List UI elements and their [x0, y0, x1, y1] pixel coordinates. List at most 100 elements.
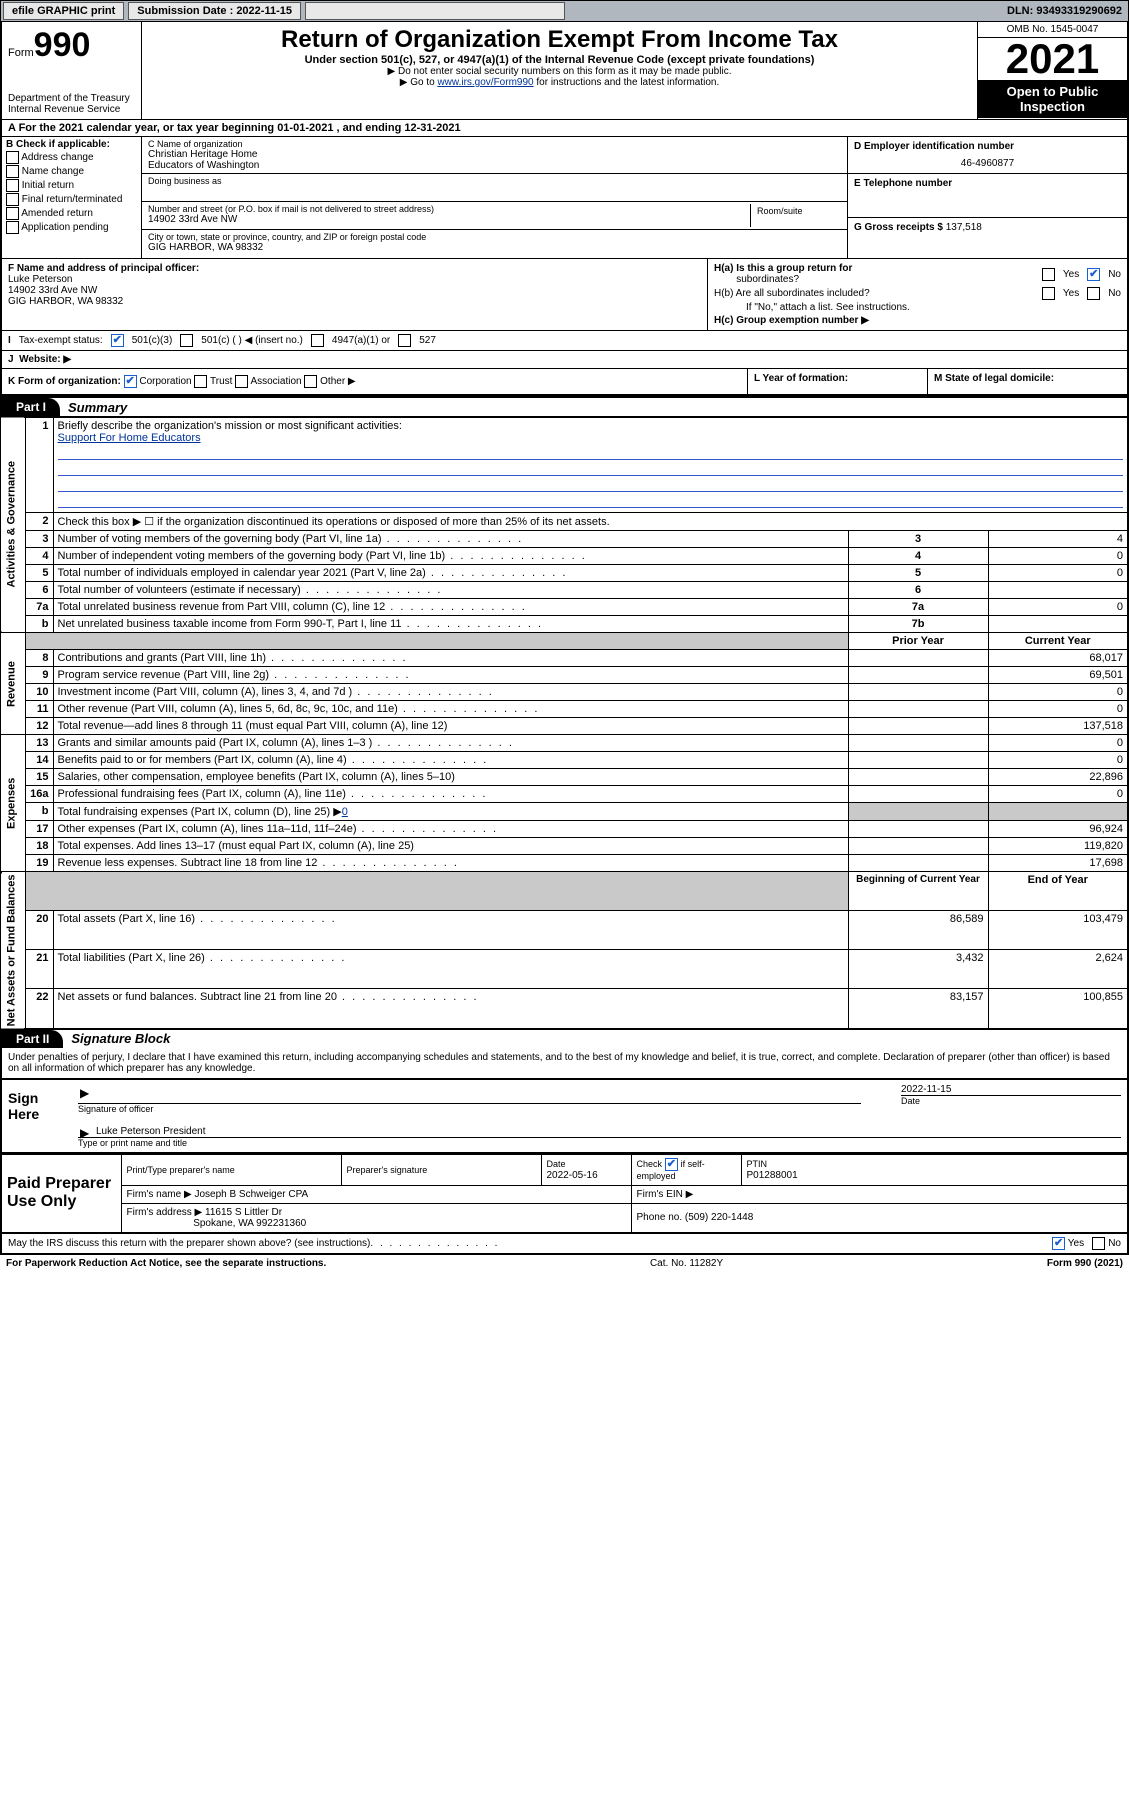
- chk-amended-return[interactable]: Amended return: [6, 207, 137, 220]
- dba-cell: Doing business as: [142, 174, 847, 202]
- form-prefix: Form: [8, 47, 34, 59]
- chk-initial-return[interactable]: Initial return: [6, 179, 137, 192]
- line-num-22: 22: [25, 989, 53, 1029]
- chk-4947a1[interactable]: [311, 334, 324, 347]
- line-num-17: 17: [25, 821, 53, 838]
- line5-ref: 5: [848, 565, 988, 582]
- officer-signature-field[interactable]: [78, 1084, 861, 1104]
- hb-yes-checkbox[interactable]: [1042, 287, 1055, 300]
- efile-print-button[interactable]: efile GRAPHIC print: [3, 2, 124, 20]
- firm-phone-label: Phone no.: [637, 1212, 683, 1223]
- chk-corporation[interactable]: [124, 375, 137, 388]
- line-num-3: 3: [25, 531, 53, 548]
- lbl-other: Other ▶: [320, 376, 355, 387]
- goto-post: for instructions and the latest informat…: [534, 77, 720, 88]
- prep-name-cell: Print/Type preparer's name: [121, 1154, 341, 1185]
- chk-501c3[interactable]: [111, 334, 124, 347]
- line15-prior: [848, 769, 988, 786]
- ptin-label: PTIN: [747, 1159, 768, 1169]
- h-b-row: H(b) Are all subordinates included? Yes …: [714, 287, 1121, 300]
- col-b-checkboxes: B Check if applicable: Address change Na…: [2, 137, 142, 258]
- fundraising-link[interactable]: 0: [342, 806, 348, 818]
- line11-desc: Other revenue (Part VIII, column (A), li…: [53, 701, 848, 718]
- sign-here-block: Sign Here Signature of officer 2022-11-1…: [0, 1080, 1129, 1154]
- line21-beg: 3,432: [848, 950, 988, 989]
- line16a-current: 0: [988, 786, 1128, 803]
- chk-name-change[interactable]: Name change: [6, 165, 137, 178]
- line3-value: 4: [988, 531, 1128, 548]
- chk-self-employed[interactable]: [665, 1158, 678, 1171]
- col-k-form-org: K Form of organization: Corporation Trus…: [2, 369, 747, 394]
- line-num-19: 19: [25, 855, 53, 872]
- irs-label: Internal Revenue Service: [8, 104, 135, 115]
- header-right: OMB No. 1545-0047 2021 Open to Public In…: [977, 22, 1127, 119]
- mission-rule1: [58, 446, 1124, 460]
- prep-name-label: Print/Type preparer's name: [127, 1165, 336, 1175]
- sign-date-value: 2022-11-15: [901, 1084, 1121, 1096]
- line1-cell: Briefly describe the organization's miss…: [53, 417, 1128, 513]
- discuss-yes-checkbox[interactable]: [1052, 1237, 1065, 1250]
- line11-prior: [848, 701, 988, 718]
- line2-cell: Check this box ▶ ☐ if the organization d…: [53, 513, 1128, 531]
- open-public-badge: Open to Public Inspection: [978, 80, 1127, 118]
- ha-yes-checkbox[interactable]: [1042, 268, 1055, 281]
- hb-yes-label: Yes: [1063, 288, 1079, 299]
- line15-current: 22,896: [988, 769, 1128, 786]
- chk-other[interactable]: [304, 375, 317, 388]
- line18-prior: [848, 838, 988, 855]
- line7a-value: 0: [988, 599, 1128, 616]
- submission-date-button[interactable]: Submission Date : 2022-11-15: [128, 2, 301, 20]
- firm-addr-label: Firm's address ▶: [127, 1207, 203, 1218]
- sign-here-label: Sign Here: [2, 1080, 72, 1152]
- tax-year: 2021: [978, 38, 1127, 80]
- line-num-10: 10: [25, 684, 53, 701]
- form-990-number: 990: [34, 26, 91, 64]
- chk-final-return[interactable]: Final return/terminated: [6, 193, 137, 206]
- line14-current: 0: [988, 752, 1128, 769]
- mission-rule3: [58, 478, 1124, 492]
- mission-link[interactable]: Support For Home Educators: [58, 432, 201, 444]
- line10-current: 0: [988, 684, 1128, 701]
- line9-desc: Program service revenue (Part VIII, line…: [53, 667, 848, 684]
- line-num-2: 2: [25, 513, 53, 531]
- chk-application-pending[interactable]: Application pending: [6, 221, 137, 234]
- line16b-prior: [848, 803, 988, 821]
- line21-end: 2,624: [988, 950, 1128, 989]
- discuss-row: May the IRS discuss this return with the…: [0, 1234, 1129, 1255]
- hb-no-checkbox[interactable]: [1087, 287, 1100, 300]
- chk-trust[interactable]: [194, 375, 207, 388]
- line-num-9: 9: [25, 667, 53, 684]
- officer-name: Luke Peterson: [8, 274, 73, 285]
- prep-check-label: Check: [637, 1159, 663, 1169]
- line16b-current: [988, 803, 1128, 821]
- mission-rule2: [58, 462, 1124, 476]
- goto-pre: ▶ Go to: [400, 77, 438, 88]
- line4-value: 0: [988, 548, 1128, 565]
- perjury-declaration: Under penalties of perjury, I declare th…: [0, 1048, 1129, 1080]
- line17-prior: [848, 821, 988, 838]
- part1-title: Summary: [60, 400, 127, 415]
- line17-desc: Other expenses (Part IX, column (A), lin…: [53, 821, 848, 838]
- firm-name-value: Joseph B Schweiger CPA: [194, 1189, 308, 1200]
- line19-current: 17,698: [988, 855, 1128, 872]
- ha-no-checkbox[interactable]: [1087, 268, 1100, 281]
- chk-501c[interactable]: [180, 334, 193, 347]
- officer-addr2: GIG HARBOR, WA 98332: [8, 296, 123, 307]
- line10-desc: Investment income (Part VIII, column (A)…: [53, 684, 848, 701]
- prep-date-cell: Date2022-05-16: [541, 1154, 631, 1185]
- line18-desc: Total expenses. Add lines 13–17 (must eq…: [53, 838, 848, 855]
- discuss-no-checkbox[interactable]: [1092, 1237, 1105, 1250]
- line20-end: 103,479: [988, 911, 1128, 950]
- line22-beg: 83,157: [848, 989, 988, 1029]
- line-num-14: 14: [25, 752, 53, 769]
- chk-527[interactable]: [398, 334, 411, 347]
- lbl-501c3: 501(c)(3): [132, 335, 173, 346]
- form990-link[interactable]: www.irs.gov/Form990: [437, 77, 533, 88]
- discuss-question: May the IRS discuss this return with the…: [8, 1238, 370, 1249]
- lbl-corporation: Corporation: [139, 376, 191, 387]
- chk-association[interactable]: [235, 375, 248, 388]
- chk-address-change[interactable]: Address change: [6, 151, 137, 164]
- blank-button[interactable]: [305, 2, 565, 20]
- firm-phone-cell: Phone no. (509) 220-1448: [631, 1203, 1128, 1233]
- line1-label: Briefly describe the organization's miss…: [58, 420, 402, 432]
